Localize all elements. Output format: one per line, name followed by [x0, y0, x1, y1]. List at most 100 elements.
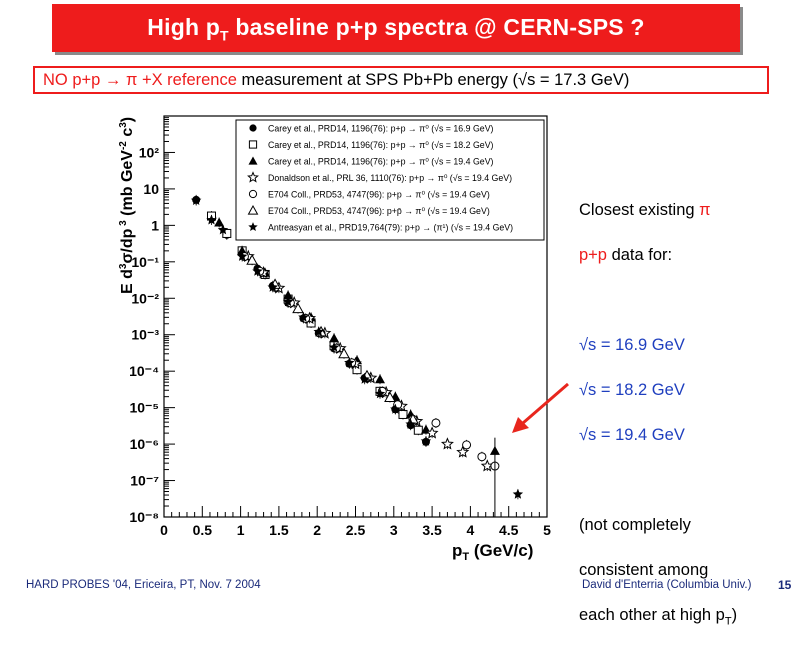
note-energy-182: √s = 18.2 GeV — [579, 380, 685, 399]
footer-author: David d'Enterria (Columbia Univ.) — [582, 579, 752, 591]
note-line-2-text: data for: — [607, 245, 673, 264]
legend-box — [235, 119, 545, 241]
note-line-1: Closest existing π — [579, 199, 794, 222]
y-axis-ticks — [164, 117, 175, 518]
x-tick-label: 2.5 — [346, 522, 366, 538]
subtitle-box: NO p+p → π +X reference measurement at S… — [33, 66, 769, 94]
data-point — [267, 281, 278, 292]
title-subscript: T — [220, 27, 229, 44]
x-tick-label: 1 — [237, 522, 245, 538]
note-spacer: ​ — [579, 289, 794, 312]
note-caveat-2: consistent among — [579, 560, 709, 579]
page-number: 15 — [778, 578, 792, 592]
y-tick-label: 10⁻³ — [131, 327, 159, 343]
data-point — [413, 425, 423, 435]
legend-marker — [249, 124, 257, 132]
y-tick-label: 10² — [139, 144, 160, 160]
title-bar: High pT baseline p+p spectra @ CERN-SPS … — [52, 4, 740, 52]
legend-marker — [248, 222, 258, 231]
x-axis-label: pT (GeV/c) — [452, 541, 533, 563]
x-tick-label: 4.5 — [499, 522, 519, 538]
legend-marker — [247, 171, 259, 183]
title-main-1: High p — [147, 14, 221, 40]
y-tick-label: 10⁻² — [131, 290, 159, 306]
legend-marker — [247, 204, 259, 215]
x-tick-label: 1.5 — [269, 522, 289, 538]
series-3 — [241, 249, 494, 472]
title-main-2: baseline p+p spectra @ CERN-SPS ? — [228, 14, 645, 40]
legend-marker — [248, 140, 258, 149]
y-tick-label: 10⁻⁶ — [130, 436, 159, 452]
data-point — [236, 251, 248, 261]
data-point — [374, 388, 386, 399]
data-point — [375, 374, 386, 384]
note-caveat-1: (not completely — [579, 515, 691, 534]
data-point — [390, 403, 401, 414]
footer-conference: HARD PROBES '04, Ericeira, PT, Nov. 7 20… — [26, 579, 261, 591]
x-tick-label: 3.5 — [422, 522, 442, 538]
y-tick-label: 10 — [143, 181, 159, 197]
y-axis-tick-labels: 10⁻⁸ 10⁻⁷ 10⁻⁶ 10⁻⁵ 10⁻⁴ 10⁻³ 10⁻² 10⁻¹ 1 10 10² — [129, 144, 159, 525]
legend-entry: Carey et al., PRD14, 1196(76): p+p → π⁰ … — [268, 124, 494, 134]
data-point — [512, 488, 524, 499]
data-point — [456, 445, 470, 458]
data-point — [425, 426, 439, 439]
series-6 — [190, 195, 524, 500]
x-tick-label: 5 — [543, 522, 551, 538]
subtitle-highlight: NO p+p → π +X reference — [43, 71, 237, 89]
data-point — [190, 195, 202, 205]
note-pi-symbol: π — [699, 200, 711, 219]
data-point — [328, 341, 340, 352]
note-caveat-3-text: each other at high p — [579, 605, 725, 624]
legend-entry: Donaldson et al., PRL 36, 1110(76): p+p … — [268, 173, 512, 183]
note-pp: p+p — [579, 245, 607, 264]
note-caveat-sub: T — [724, 614, 732, 627]
note-caveat-3: each other at high pT) — [579, 604, 794, 633]
legend-entry: Carey et al., PRD14, 1196(76): p+p → π⁰ … — [268, 157, 494, 167]
data-point — [313, 326, 324, 337]
x-tick-label: 0 — [160, 522, 168, 538]
data-point — [252, 265, 263, 276]
data-point — [338, 347, 350, 359]
note-spacer-2: ​ — [579, 469, 794, 492]
data-point — [398, 409, 408, 419]
note-energy-169: √s = 16.9 GeV — [579, 335, 685, 354]
data-point — [292, 302, 304, 314]
chart-legend: Carey et al., PRD14, 1196(76): p+p → π⁰ … — [235, 119, 545, 241]
data-point — [440, 437, 454, 450]
legend-entry: Antreasyan et al., PRD19,764(79): p+p → … — [268, 223, 513, 233]
y-tick-label: 10⁻⁷ — [130, 473, 159, 489]
data-point — [431, 418, 441, 428]
data-series — [190, 194, 524, 517]
data-point — [462, 440, 472, 450]
legend-marker — [248, 156, 258, 165]
y-tick-label: 10⁻⁸ — [129, 509, 159, 525]
series-2 — [214, 217, 500, 456]
pt-spectra-chart: 0 0.5 1 1.5 2 2.5 3 3.5 4 4.5 5 10⁻⁸10⁻⁷10⁻⁶10⁻⁵10… — [118, 115, 569, 563]
y-tick-label: 10⁻⁵ — [129, 400, 159, 416]
legend-marker — [248, 189, 258, 199]
legend-entry: E704 Coll., PRD53, 4747(96): p+p → π⁰ (√… — [268, 190, 490, 200]
data-point — [359, 373, 370, 384]
x-tick-label: 2 — [313, 522, 321, 538]
note-caveat-end: ) — [731, 605, 738, 624]
x-axis-ticks — [163, 506, 548, 517]
data-point — [384, 391, 396, 402]
x-tick-label: 4 — [467, 522, 475, 538]
data-point — [217, 224, 229, 235]
data-point — [214, 217, 225, 227]
data-point — [206, 214, 217, 225]
data-point — [283, 290, 294, 300]
slide-title: High pT baseline p+p spectra @ CERN-SPS … — [52, 14, 740, 44]
data-point — [405, 418, 416, 429]
subtitle-rest: measurement at SPS Pb+Pb energy (√s = 17… — [236, 71, 630, 89]
y-axis-label: E d3σ/dp 3 (mb GeV-2 c3) — [118, 117, 136, 294]
red-arrow — [512, 382, 569, 433]
y-tick-label: 10⁻⁴ — [129, 363, 159, 379]
legend-entry: E704 Coll., PRD53, 4747(96): p+p̄ → π⁰ (… — [268, 206, 490, 216]
x-tick-label: 3 — [390, 522, 398, 538]
data-point — [329, 333, 340, 343]
data-point — [344, 357, 355, 368]
data-point — [420, 435, 432, 446]
data-point — [246, 254, 258, 265]
